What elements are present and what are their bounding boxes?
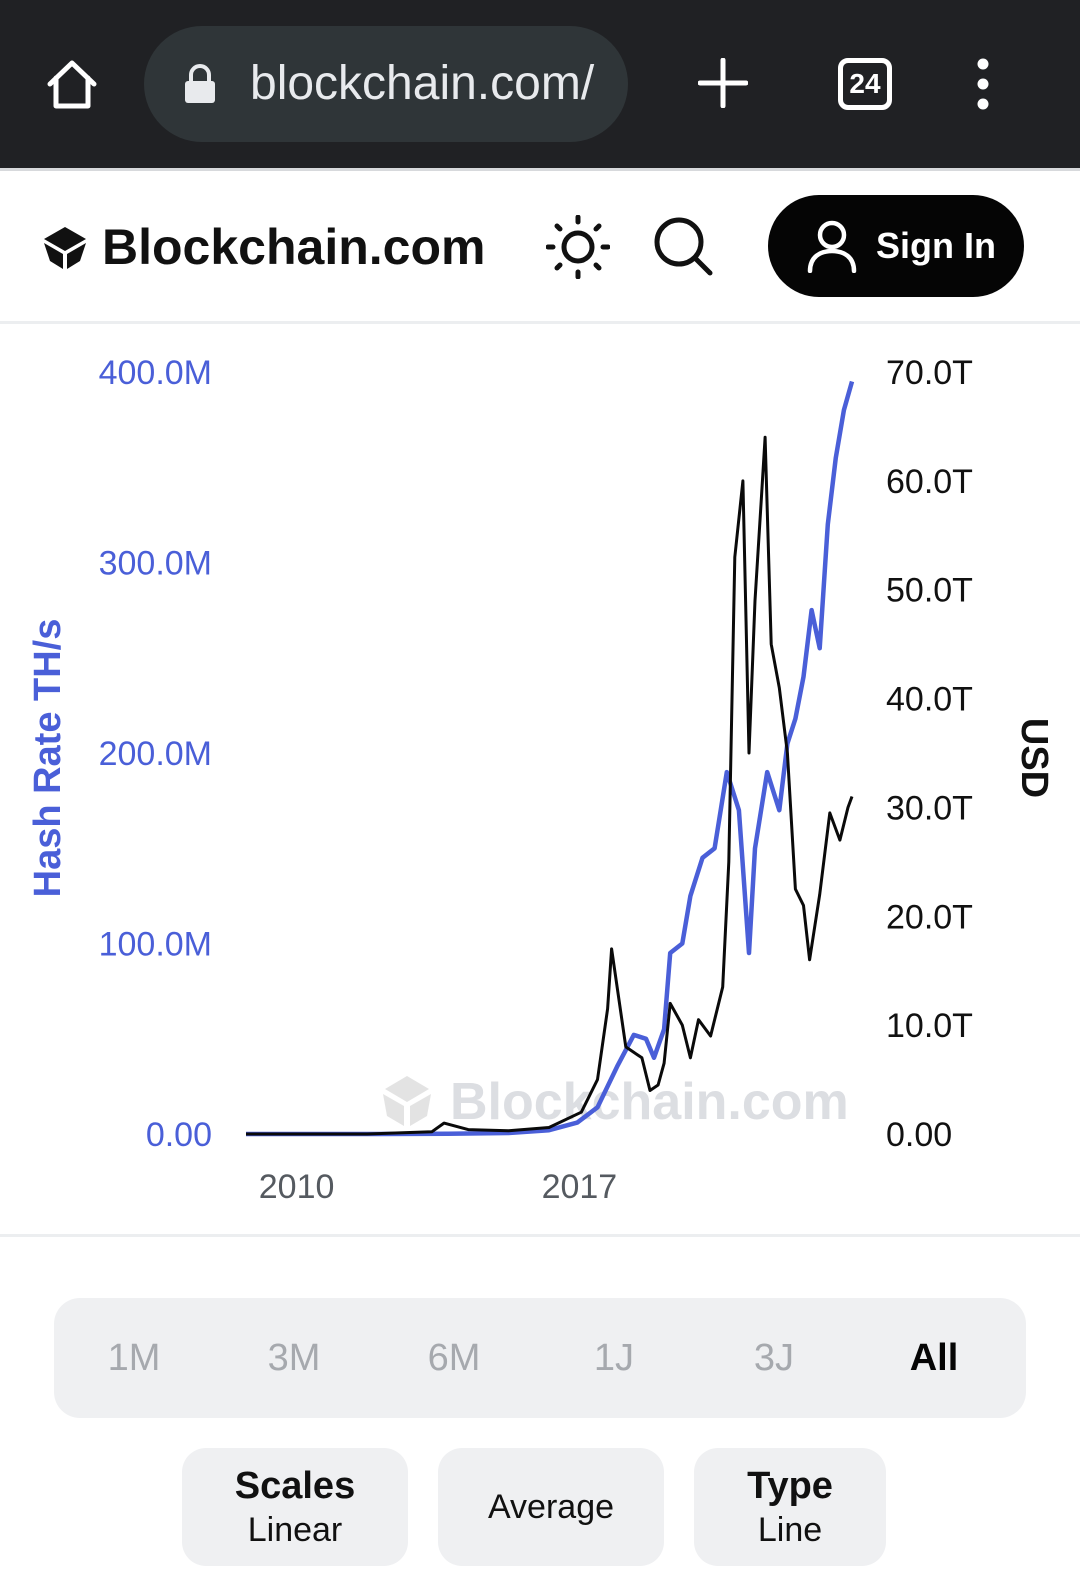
site-header: Blockchain.com Sign In <box>0 168 1080 324</box>
period-1m-button[interactable]: 1M <box>107 1337 161 1379</box>
url-bar[interactable]: blockchain.com/ <box>144 26 628 142</box>
right-axis-tick: 50.0T <box>886 572 973 610</box>
theme-toggle-sun-icon[interactable] <box>546 215 610 279</box>
period-3j-button[interactable]: 3J <box>753 1337 795 1379</box>
usd-series-line <box>246 435 854 1136</box>
scales-title: Scales <box>234 1465 356 1507</box>
right-axis-tick: 70.0T <box>886 354 973 392</box>
browser-toolbar: blockchain.com/ 24 <box>0 0 1080 168</box>
brand-name[interactable]: Blockchain.com <box>102 219 486 275</box>
left-axis-tick: 400.0M <box>99 354 212 392</box>
right-axis-label: USD <box>1013 718 1055 798</box>
url-text: blockchain.com/ <box>250 57 595 110</box>
right-axis-tick: 40.0T <box>886 681 973 719</box>
type-button[interactable]: Type Line <box>694 1448 886 1566</box>
user-icon <box>807 220 857 273</box>
average-label: Average <box>487 1488 615 1526</box>
period-all-button[interactable]: All <box>909 1337 959 1379</box>
watermark: Blockchain.com <box>383 1073 849 1131</box>
blockchain-logo-icon[interactable] <box>42 225 88 271</box>
hash-rate-series-line <box>246 380 855 1137</box>
left-axis-tick: 200.0M <box>99 735 212 773</box>
x-axis-tick: 2017 <box>542 1168 618 1206</box>
right-axis-tick: 20.0T <box>886 898 973 936</box>
chart-divider <box>0 1234 1080 1237</box>
type-title: Type <box>747 1465 833 1507</box>
left-axis-tick: 100.0M <box>99 926 212 964</box>
period-selector: 1M 3M 6M 1J 3J All <box>54 1298 1026 1418</box>
lock-icon <box>185 64 215 103</box>
right-axis-tick: 60.0T <box>886 463 973 501</box>
scales-value: Linear <box>247 1511 343 1549</box>
search-icon[interactable] <box>652 215 714 277</box>
right-axis-tick: 10.0T <box>886 1007 973 1045</box>
home-icon[interactable] <box>44 56 100 112</box>
scales-button[interactable]: Scales Linear <box>182 1448 408 1566</box>
sign-in-button[interactable]: Sign In <box>768 195 1024 297</box>
left-axis-tick: 0.00 <box>146 1116 212 1154</box>
sign-in-label: Sign In <box>876 225 996 266</box>
right-axis-tick: 30.0T <box>886 789 973 827</box>
period-6m-button[interactable]: 6M <box>427 1337 481 1379</box>
watermark-logo-icon <box>383 1076 431 1126</box>
more-menu-icon[interactable] <box>970 58 996 110</box>
type-value: Line <box>757 1511 823 1549</box>
hash-rate-chart[interactable]: Blockchain.com 400.0M 300.0M 200.0M 100.0M 0… <box>0 324 1080 1236</box>
new-tab-icon[interactable] <box>698 58 748 108</box>
watermark-text: Blockchain.com <box>450 1073 849 1131</box>
period-1j-button[interactable]: 1J <box>593 1337 635 1379</box>
left-axis-label: Hash Rate TH/s <box>27 619 69 898</box>
right-axis-tick: 0.00 <box>886 1116 952 1154</box>
tab-count-button[interactable]: 24 <box>838 58 892 110</box>
x-axis-tick: 2010 <box>259 1168 335 1206</box>
period-3m-button[interactable]: 3M <box>267 1337 321 1379</box>
left-axis-tick: 300.0M <box>99 545 212 583</box>
chart-canvas: Blockchain.com 400.0M 300.0M 200.0M 100.0M 0… <box>27 354 1055 1206</box>
average-button[interactable]: Average <box>438 1448 664 1566</box>
